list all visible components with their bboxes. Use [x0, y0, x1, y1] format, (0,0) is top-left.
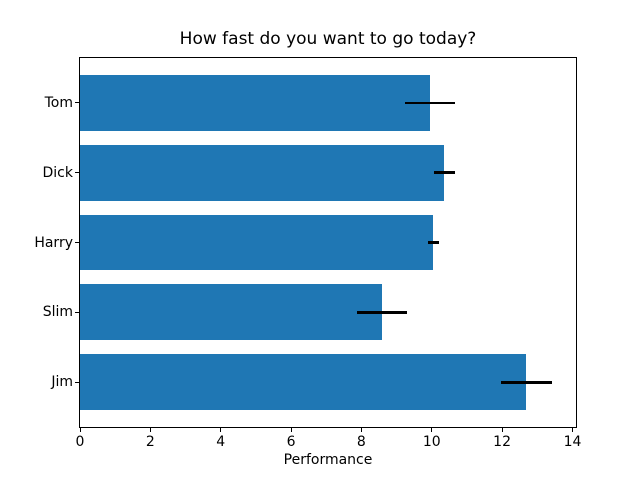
bar: [80, 144, 445, 201]
y-tick-mark: [75, 102, 79, 104]
x-tick-mark: [431, 428, 433, 432]
x-tick-mark: [79, 428, 81, 432]
x-tick-mark: [572, 428, 573, 432]
error-bar: [356, 311, 407, 314]
bar: [80, 354, 527, 411]
x-tick-label: 10: [422, 434, 441, 450]
y-tick-label: Slim: [42, 304, 73, 321]
error-bar: [427, 241, 439, 244]
x-tick-mark: [501, 428, 503, 432]
x-tick-label: 4: [216, 434, 226, 450]
x-tick-mark: [290, 428, 292, 432]
x-tick-label: 2: [145, 434, 155, 450]
x-tick-label: 6: [286, 434, 296, 450]
x-tick-mark: [220, 428, 222, 432]
y-tick-label: Jim: [51, 374, 73, 391]
y-tick-label: Dick: [42, 164, 73, 181]
error-bar: [434, 171, 455, 174]
x-tick-mark: [149, 428, 151, 432]
y-tick-mark: [75, 381, 79, 383]
error-bar: [405, 101, 455, 104]
chart-title: How fast do you want to go today?: [179, 29, 477, 49]
y-tick-mark: [75, 311, 79, 313]
bar: [80, 74, 430, 131]
error-bar: [500, 381, 553, 384]
y-tick-label: Harry: [34, 234, 73, 251]
x-tick-label: 14: [563, 434, 582, 450]
y-tick-label: Tom: [44, 94, 73, 111]
y-tick-mark: [75, 172, 79, 174]
x-tick-label: 12: [493, 434, 511, 450]
x-tick-mark: [360, 428, 362, 432]
y-tick-mark: [75, 242, 79, 243]
x-axis-label: Performance: [283, 452, 373, 468]
x-tick-label: 0: [75, 434, 85, 450]
bar: [80, 214, 434, 271]
x-tick-label: 8: [356, 434, 366, 450]
bar: [80, 284, 382, 341]
